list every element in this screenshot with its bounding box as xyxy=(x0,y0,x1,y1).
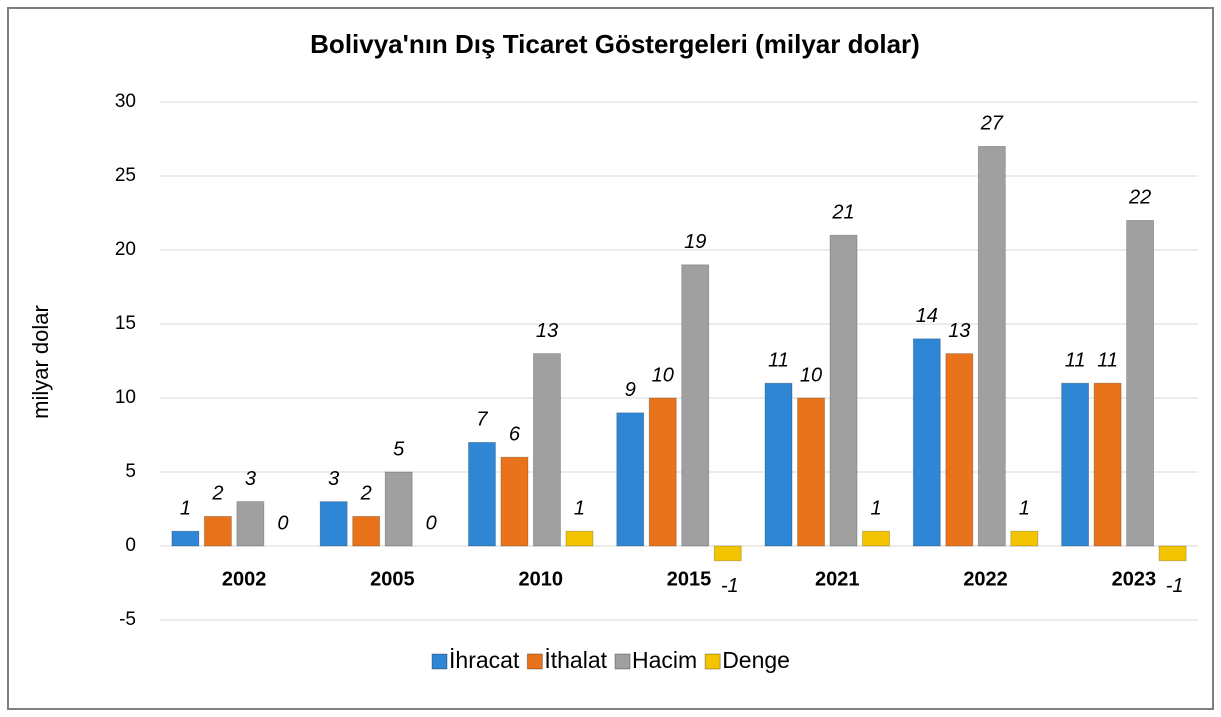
value-label: 13 xyxy=(948,320,970,342)
chart-title: Bolivya'nın Dış Ticaret Göstergeleri (mi… xyxy=(310,29,920,59)
legend-swatch xyxy=(431,653,448,670)
bar xyxy=(912,338,941,547)
bar xyxy=(977,145,1006,547)
value-label: 13 xyxy=(536,320,558,342)
legend-label: İthalat xyxy=(544,647,607,673)
legend-swatch xyxy=(704,653,721,670)
value-label: 0 xyxy=(426,512,437,534)
legend: İhracat İthalat Hacim Denge xyxy=(431,647,790,673)
value-label: 9 xyxy=(625,379,636,401)
bar xyxy=(797,397,825,547)
x-tick-label: 2022 xyxy=(963,568,1008,590)
x-tick-label: 2005 xyxy=(370,568,415,590)
legend-swatch xyxy=(526,653,543,670)
x-tick-label: 2023 xyxy=(1112,568,1157,590)
legend-label: İhracat xyxy=(449,647,520,673)
x-tick-label: 2021 xyxy=(815,568,860,590)
value-label: -1 xyxy=(1166,575,1184,597)
bar xyxy=(829,234,858,547)
bar xyxy=(1126,219,1155,547)
value-label: 3 xyxy=(245,468,256,490)
value-label: -1 xyxy=(721,575,739,597)
value-label: 0 xyxy=(277,512,288,534)
value-label: 27 xyxy=(980,113,1004,135)
y-tick-label: 5 xyxy=(125,461,136,482)
value-label: 3 xyxy=(328,468,339,490)
y-tick-label: -5 xyxy=(119,609,136,630)
value-label: 2 xyxy=(360,483,372,505)
bar xyxy=(713,545,742,562)
bar xyxy=(764,382,793,547)
bar xyxy=(565,530,594,547)
bar xyxy=(616,412,645,547)
x-tick-label: 2010 xyxy=(518,568,563,590)
bar xyxy=(1010,530,1039,547)
bar xyxy=(384,471,413,547)
bar xyxy=(171,530,200,547)
chart-border xyxy=(7,7,1214,710)
value-label: 19 xyxy=(684,231,706,253)
legend-label: Denge xyxy=(722,647,790,673)
y-tick-label: 30 xyxy=(115,91,136,112)
bar xyxy=(945,353,974,547)
value-label: 1 xyxy=(1019,497,1030,519)
bar xyxy=(319,501,348,547)
bar xyxy=(681,264,710,547)
bar xyxy=(500,456,529,547)
bar xyxy=(1158,545,1187,562)
bar xyxy=(352,516,381,547)
value-label: 10 xyxy=(652,364,674,386)
value-label: 14 xyxy=(916,305,938,327)
bar xyxy=(203,516,232,547)
value-label: 6 xyxy=(509,423,521,445)
value-label: 5 xyxy=(393,438,405,460)
bar xyxy=(862,530,890,547)
bar xyxy=(648,397,677,547)
bar xyxy=(468,441,496,547)
legend-swatch xyxy=(614,653,631,670)
bar xyxy=(1061,382,1090,547)
value-label: 1 xyxy=(574,497,585,519)
value-label: 1 xyxy=(870,497,881,519)
bar xyxy=(1093,382,1122,547)
value-label: 2 xyxy=(211,483,223,505)
value-label: 1 xyxy=(180,497,191,519)
bar xyxy=(533,353,561,547)
value-label: 22 xyxy=(1128,187,1151,209)
bar xyxy=(236,501,265,547)
value-label: 21 xyxy=(831,201,854,223)
value-label: 10 xyxy=(800,364,822,386)
y-tick-label: 10 xyxy=(115,387,136,408)
y-tick-label: 0 xyxy=(125,535,136,556)
legend-label: Hacim xyxy=(632,647,697,673)
x-tick-label: 2002 xyxy=(222,568,267,590)
value-label: 11 xyxy=(768,349,789,371)
value-label: 11 xyxy=(1065,349,1086,371)
value-label: 11 xyxy=(1097,349,1118,371)
y-tick-label: 15 xyxy=(115,313,136,334)
y-tick-label: 25 xyxy=(115,165,136,186)
x-tick-label: 2015 xyxy=(667,568,712,590)
y-tick-label: 20 xyxy=(115,239,136,260)
y-axis-label: milyar dolar xyxy=(28,305,53,419)
value-label: 7 xyxy=(476,409,488,431)
